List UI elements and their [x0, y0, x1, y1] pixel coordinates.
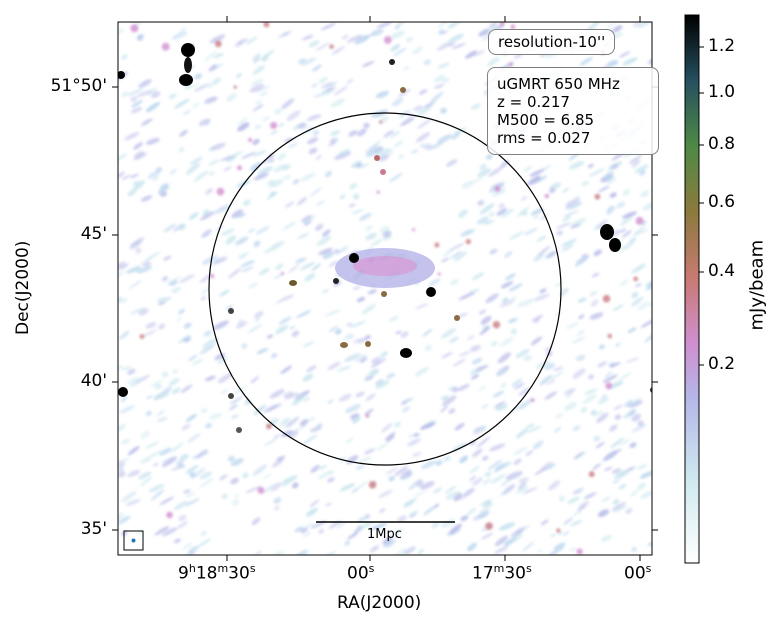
diffuse-halo-emission: [335, 248, 435, 288]
y-tick-label-1: 51°50': [50, 76, 107, 96]
colorbar: [684, 14, 700, 564]
x-tick-label-4: 00s: [624, 562, 652, 584]
telescope-label: uGMRT 650 MHz: [497, 75, 620, 93]
y-tick-label-2: 45': [80, 224, 107, 244]
r500-circle: [208, 112, 562, 466]
noise-texture: [118, 22, 652, 555]
y-tick-label-3: 40': [80, 371, 107, 391]
resolution-label: resolution-10'': [498, 33, 606, 51]
beam-ellipse: [131, 538, 136, 543]
colorbar-tick-label-2: 1.0: [708, 82, 736, 102]
beam-box: [123, 530, 144, 551]
x-tick-label-3: 17m30s: [472, 562, 532, 584]
y-tick-label-4: 35': [80, 519, 107, 539]
mass-label: M500 = 6.85: [497, 111, 595, 129]
point-sources: [118, 43, 652, 433]
y-axis-label: Dec(J2000): [13, 240, 33, 335]
colorbar-ticks: [699, 46, 704, 366]
resolution-box: resolution-10'': [488, 29, 616, 55]
x-tick-label-2: 00s: [347, 562, 375, 584]
colorbar-tick-label-4: 0.6: [708, 192, 736, 212]
scale-bar-label: 1Mpc: [367, 527, 402, 542]
image-frame: [117, 21, 653, 556]
x-axis-label: RA(J2000): [337, 593, 422, 613]
colorbar-tick-label-1: 1.2: [708, 36, 736, 56]
x-tick-label-1: 9h18m30s: [178, 562, 256, 584]
x-axis-ticks: [226, 16, 641, 561]
colorbar-label: mJy/beam: [746, 239, 768, 331]
cluster-info-box: uGMRT 650 MHz z = 0.217 M500 = 6.85 rms …: [487, 67, 659, 155]
colorbar-tick-label-3: 0.8: [708, 134, 736, 154]
colorbar-tick-label-5: 0.4: [708, 261, 736, 281]
rms-label: rms = 0.027: [497, 129, 591, 147]
colorbar-tick-label-6: 0.2: [708, 354, 736, 374]
redshift-label: z = 0.217: [497, 93, 570, 111]
